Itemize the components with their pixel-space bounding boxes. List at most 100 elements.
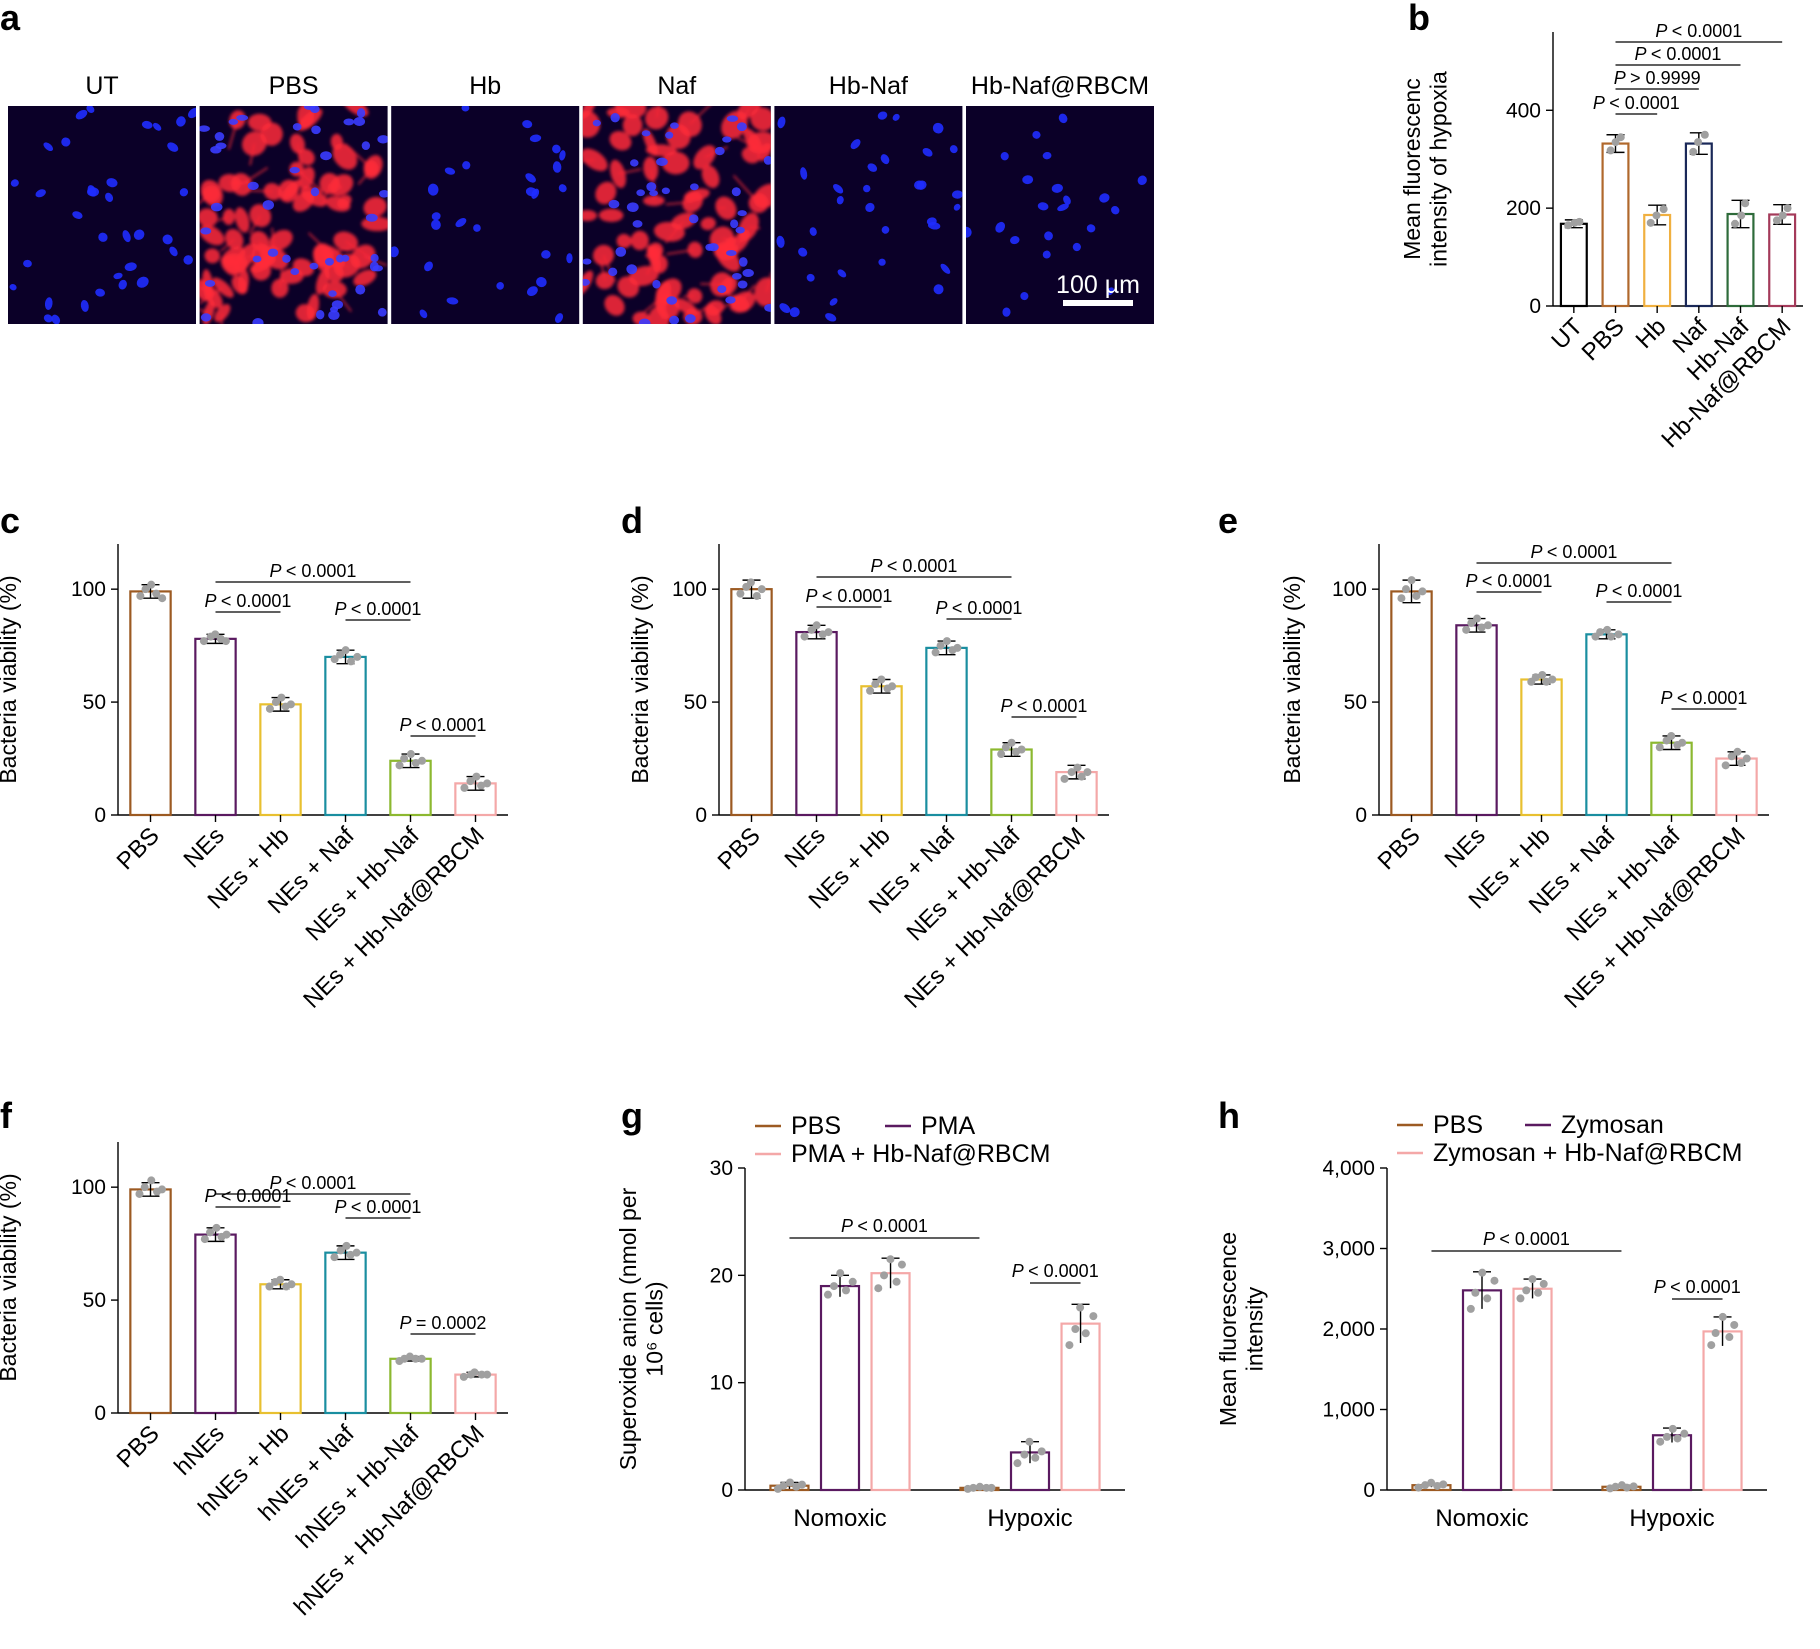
hypoxia-process (665, 200, 693, 206)
data-point (1081, 1329, 1090, 1338)
chart-b: b 0 200 400 Mean fluorescencintensity of hy… (1399, 0, 1803, 453)
data-point (341, 646, 350, 655)
hypoxia-process (765, 272, 771, 293)
nucleus (806, 273, 815, 282)
nucleus (966, 226, 972, 238)
nucleus (688, 214, 699, 224)
nucleus (200, 313, 212, 322)
y-axis-title: Bacteria viability (%) (0, 575, 21, 783)
data-point (1655, 743, 1664, 752)
nucleus (136, 276, 149, 288)
p-value-label: P > 0.9999 (1614, 68, 1701, 88)
data-point (1741, 199, 1750, 208)
hypoxia-cell (306, 293, 320, 321)
panel-label-e: e (1218, 500, 1238, 541)
nucleus (462, 161, 471, 170)
bar (129, 1188, 172, 1415)
hypoxia-process (664, 220, 685, 244)
nucleus (310, 187, 320, 197)
nucleus (1051, 183, 1063, 193)
nucleus (320, 151, 332, 161)
data-point (812, 621, 821, 630)
nucleus (1042, 250, 1051, 259)
nucleus (684, 314, 696, 323)
data-point (892, 1277, 901, 1286)
y-tick-label: 20 (710, 1264, 733, 1287)
p-symbol: P (1614, 68, 1630, 88)
hypoxia-cell (715, 196, 737, 220)
data-point (823, 1290, 832, 1299)
micrograph-cells (9, 106, 196, 324)
hypoxia-cell (753, 183, 771, 209)
nucleus (252, 318, 264, 324)
micrograph-6 (966, 106, 1154, 324)
nucleus (431, 212, 441, 221)
p-symbol: P (1635, 44, 1651, 64)
nucleus (582, 278, 590, 286)
data-point (1462, 625, 1471, 634)
x-tick-label: Hb (1631, 313, 1672, 354)
hypoxia-cell (630, 230, 649, 251)
data-point (936, 641, 945, 650)
nucleus (1010, 236, 1020, 245)
y-axis-title: Mean fluorescencintensity of hypoxia (1399, 71, 1451, 267)
nucleus (455, 218, 467, 228)
data-point (1737, 211, 1746, 220)
y-axis-title-line: Mean fluorescenc (1399, 78, 1425, 260)
p-value: = 0.0002 (416, 1313, 487, 1333)
p-value: < 0.0001 (1670, 1277, 1741, 1297)
nucleus (43, 314, 53, 323)
nucleus (665, 131, 674, 139)
hypoxia-process (297, 118, 310, 122)
data-point (1659, 205, 1668, 214)
data-point (1689, 147, 1698, 156)
nucleus (316, 310, 325, 320)
nucleus (666, 296, 678, 305)
micrograph-cells (199, 106, 388, 324)
nucleus (1000, 151, 1009, 161)
hypoxia-cell (582, 110, 601, 138)
nucleus (566, 253, 573, 264)
data-point (1013, 1459, 1022, 1468)
data-point (874, 1284, 883, 1293)
data-point (1089, 1312, 1098, 1321)
nucleus (183, 255, 193, 265)
micrograph-label: Hb (469, 72, 501, 100)
data-point (271, 698, 280, 707)
nucleus (933, 284, 944, 295)
nucleus (932, 122, 944, 134)
data-point (1528, 1275, 1537, 1284)
data-point (1531, 673, 1540, 682)
p-symbol: P (270, 561, 286, 581)
nucleus (80, 299, 89, 312)
nucleus (865, 202, 875, 212)
hypoxia-process (296, 168, 324, 193)
p-symbol: P (841, 1216, 857, 1236)
legend-label: PMA + Hb-Naf@RBCM (791, 1140, 1050, 1168)
hypoxia-cell (325, 196, 351, 212)
data-point (1667, 731, 1676, 740)
data-point (483, 779, 492, 788)
nucleus (738, 257, 748, 267)
nucleus (1106, 287, 1115, 296)
nucleus (23, 259, 32, 268)
nucleus (1042, 151, 1052, 160)
nucleus (210, 202, 223, 212)
data-point (1721, 761, 1730, 770)
data-point (1711, 1329, 1720, 1338)
p-symbol: P (1012, 1261, 1028, 1281)
data-point (395, 761, 404, 770)
data-point (470, 1368, 479, 1377)
y-tick-label: 50 (684, 691, 707, 714)
y-tick-label: 0 (94, 1402, 106, 1425)
nucleus (878, 258, 886, 266)
y-axis-title: Bacteria viability (%) (0, 1173, 21, 1381)
nucleus (1072, 242, 1081, 252)
hypoxia-process (599, 259, 607, 281)
nucleus (353, 117, 366, 126)
p-value: < 0.0001 (286, 1173, 357, 1193)
hypoxia-process (199, 308, 210, 314)
y-tick-label: 0 (1355, 804, 1367, 827)
data-point (886, 1255, 895, 1264)
data-point (1652, 211, 1661, 220)
